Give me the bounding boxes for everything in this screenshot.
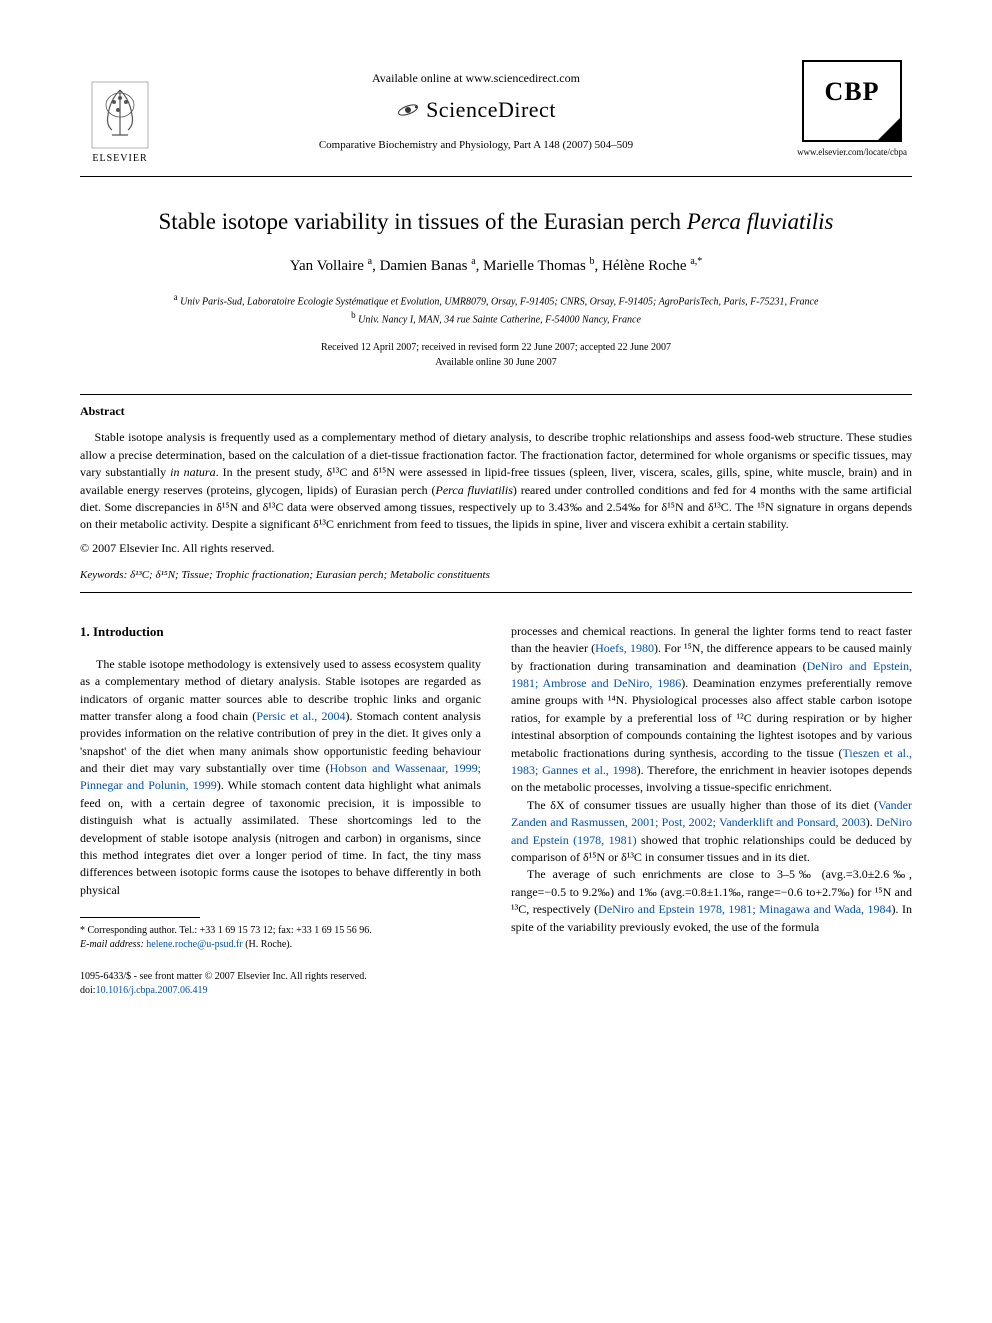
affiliation-a: a Univ Paris-Sud, Laboratoire Ecologie S… — [80, 291, 912, 309]
cbp-journal-block: CBP www.elsevier.com/locate/cbpa — [792, 60, 912, 159]
body-two-column: 1. Introduction The stable isotope metho… — [80, 623, 912, 998]
intro-paragraph-1-cont: processes and chemical reactions. In gen… — [511, 623, 912, 797]
doi-label: doi: — [80, 985, 96, 996]
article-title: Stable isotope variability in tissues of… — [80, 207, 912, 237]
sciencedirect-row: ScienceDirect — [160, 95, 792, 126]
abstract-top-rule — [80, 394, 912, 395]
abstract-copyright: © 2007 Elsevier Inc. All rights reserved… — [80, 540, 912, 557]
elsevier-tree-icon — [90, 80, 150, 150]
keywords-line: Keywords: δ¹³C; δ¹⁵N; Tissue; Trophic fr… — [80, 568, 912, 583]
footer-meta: 1095-6433/$ - see front matter © 2007 El… — [80, 970, 481, 998]
sciencedirect-orbit-icon — [396, 98, 420, 122]
available-online-text: Available online at www.sciencedirect.co… — [160, 70, 792, 87]
corresponding-author-footnote: * Corresponding author. Tel.: +33 1 69 1… — [80, 924, 481, 952]
elsevier-label: ELSEVIER — [92, 152, 147, 166]
journal-citation: Comparative Biochemistry and Physiology,… — [160, 138, 792, 153]
section-1-heading: 1. Introduction — [80, 623, 481, 642]
abstract-bottom-rule — [80, 592, 912, 593]
intro-paragraph-2: The δX of consumer tissues are usually h… — [511, 797, 912, 867]
available-date: Available online 30 June 2007 — [80, 355, 912, 370]
article-dates: Received 12 April 2007; received in revi… — [80, 340, 912, 370]
affiliation-b-text: Univ. Nancy I, MAN, 34 rue Sainte Cather… — [358, 315, 641, 326]
elsevier-publisher-block: ELSEVIER — [80, 80, 160, 166]
abstract-text: Stable isotope analysis is frequently us… — [80, 429, 912, 533]
issn-line: 1095-6433/$ - see front matter © 2007 El… — [80, 970, 481, 984]
intro-paragraph-1: The stable isotope methodology is extens… — [80, 656, 481, 899]
title-text: Stable isotope variability in tissues of… — [159, 209, 687, 234]
authors-line: Yan Vollaire a, Damien Banas a, Marielle… — [80, 255, 912, 277]
intro-paragraph-3: The average of such enrichments are clos… — [511, 866, 912, 936]
keywords-label: Keywords: — [80, 569, 127, 581]
header-row: ELSEVIER Available online at www.science… — [80, 60, 912, 166]
affiliation-a-text: Univ Paris-Sud, Laboratoire Ecologie Sys… — [180, 296, 818, 307]
received-date: Received 12 April 2007; received in revi… — [80, 340, 912, 355]
email-line: E-mail address: helene.roche@u-psud.fr (… — [80, 938, 481, 952]
keywords-list: δ¹³C; δ¹⁵N; Tissue; Trophic fractionatio… — [130, 569, 490, 581]
cbp-box: CBP — [802, 60, 902, 142]
cbp-label: CBP — [818, 74, 886, 110]
footnote-separator — [80, 917, 200, 918]
column-right: processes and chemical reactions. In gen… — [511, 623, 912, 998]
corresponding-line: * Corresponding author. Tel.: +33 1 69 1… — [80, 924, 481, 938]
title-species: Perca fluviatilis — [687, 209, 834, 234]
email-address[interactable]: helene.roche@u-psud.fr — [146, 939, 242, 950]
abstract-heading: Abstract — [80, 403, 912, 420]
email-label: E-mail address: — [80, 939, 144, 950]
doi-line: doi:10.1016/j.cbpa.2007.06.419 — [80, 984, 481, 998]
affiliations: a Univ Paris-Sud, Laboratoire Ecologie S… — [80, 291, 912, 328]
center-header: Available online at www.sciencedirect.co… — [160, 60, 792, 153]
column-left: 1. Introduction The stable isotope metho… — [80, 623, 481, 998]
header-rule — [80, 176, 912, 177]
cbp-url: www.elsevier.com/locate/cbpa — [797, 146, 907, 159]
sciencedirect-label: ScienceDirect — [426, 95, 556, 126]
doi-value[interactable]: 10.1016/j.cbpa.2007.06.419 — [96, 985, 208, 996]
affiliation-b: b Univ. Nancy I, MAN, 34 rue Sainte Cath… — [80, 309, 912, 327]
email-person: (H. Roche). — [245, 939, 292, 950]
